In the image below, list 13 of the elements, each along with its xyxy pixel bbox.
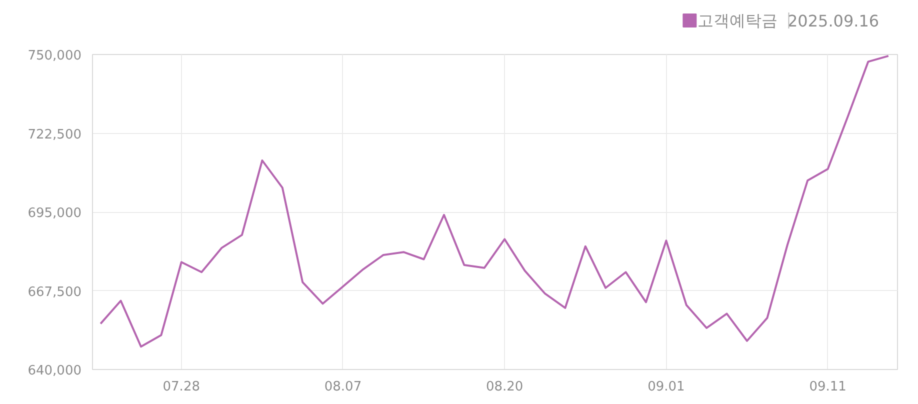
line-series (100, 54, 890, 348)
legend-label: 고객예탁금 (697, 11, 778, 30)
x-tick-label: 07.28 (162, 380, 200, 394)
y-tick-label: 667,500 (28, 284, 82, 300)
y-tick-label: 750,000 (28, 48, 82, 64)
y-tick-label: 695,000 (28, 206, 82, 221)
y-tick-label: 640,000 (28, 364, 82, 378)
x-tick-label: 09.01 (648, 380, 685, 394)
x-tick-label: 08.07 (324, 380, 362, 394)
x-tick-label: 08.20 (486, 380, 524, 394)
chart-subtitle: 2025.09.16 (787, 12, 880, 30)
x-tick-label: 09.11 (809, 380, 846, 394)
y-tick-label: 722,500 (28, 127, 82, 142)
